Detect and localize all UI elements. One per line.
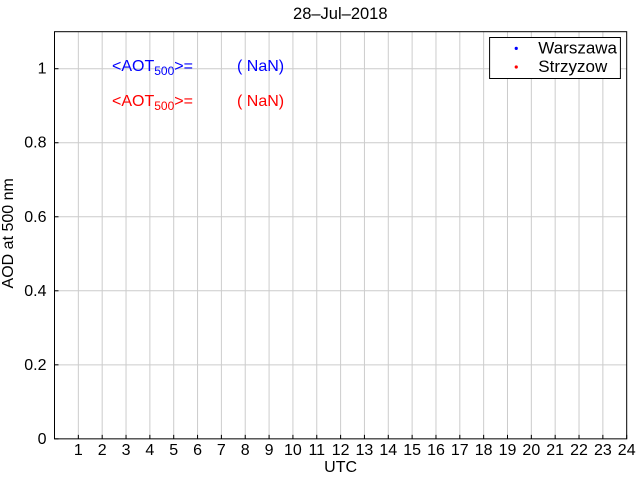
svg-text:3: 3 — [122, 442, 131, 459]
svg-text:12: 12 — [332, 442, 350, 459]
svg-text:0.2: 0.2 — [24, 357, 46, 374]
svg-text:5: 5 — [169, 442, 178, 459]
svg-text:22: 22 — [570, 442, 588, 459]
svg-text:7: 7 — [217, 442, 226, 459]
svg-text:16: 16 — [427, 442, 445, 459]
svg-text:0: 0 — [38, 431, 47, 448]
svg-text:28–Jul–2018: 28–Jul–2018 — [293, 5, 388, 23]
svg-text:1: 1 — [74, 442, 83, 459]
svg-text:18: 18 — [475, 442, 493, 459]
svg-text:0.6: 0.6 — [24, 209, 46, 226]
svg-text:20: 20 — [522, 442, 540, 459]
svg-text:8: 8 — [241, 442, 250, 459]
svg-text:15: 15 — [403, 442, 421, 459]
svg-text:2: 2 — [98, 442, 107, 459]
svg-text:17: 17 — [451, 442, 469, 459]
svg-text:0.4: 0.4 — [24, 283, 46, 300]
svg-text:21: 21 — [546, 442, 564, 459]
svg-text:11: 11 — [308, 442, 325, 459]
svg-text:13: 13 — [356, 442, 374, 459]
svg-text:UTC: UTC — [324, 459, 357, 476]
svg-text:AOD at 500 nm: AOD at 500 nm — [0, 178, 17, 288]
svg-text:Strzyzow: Strzyzow — [538, 57, 608, 76]
svg-text:6: 6 — [193, 442, 202, 459]
svg-text:24: 24 — [618, 442, 636, 459]
svg-text:1: 1 — [38, 61, 47, 78]
svg-text:10: 10 — [284, 442, 302, 459]
svg-text:4: 4 — [145, 442, 154, 459]
svg-text:23: 23 — [594, 442, 612, 459]
svg-text:19: 19 — [499, 442, 517, 459]
svg-text:0.8: 0.8 — [24, 135, 46, 152]
svg-text:( NaN): ( NaN) — [237, 58, 284, 75]
svg-text:( NaN): ( NaN) — [237, 93, 284, 110]
svg-text:9: 9 — [265, 442, 274, 459]
svg-text:14: 14 — [379, 442, 397, 459]
svg-text:Warszawa: Warszawa — [538, 38, 617, 57]
